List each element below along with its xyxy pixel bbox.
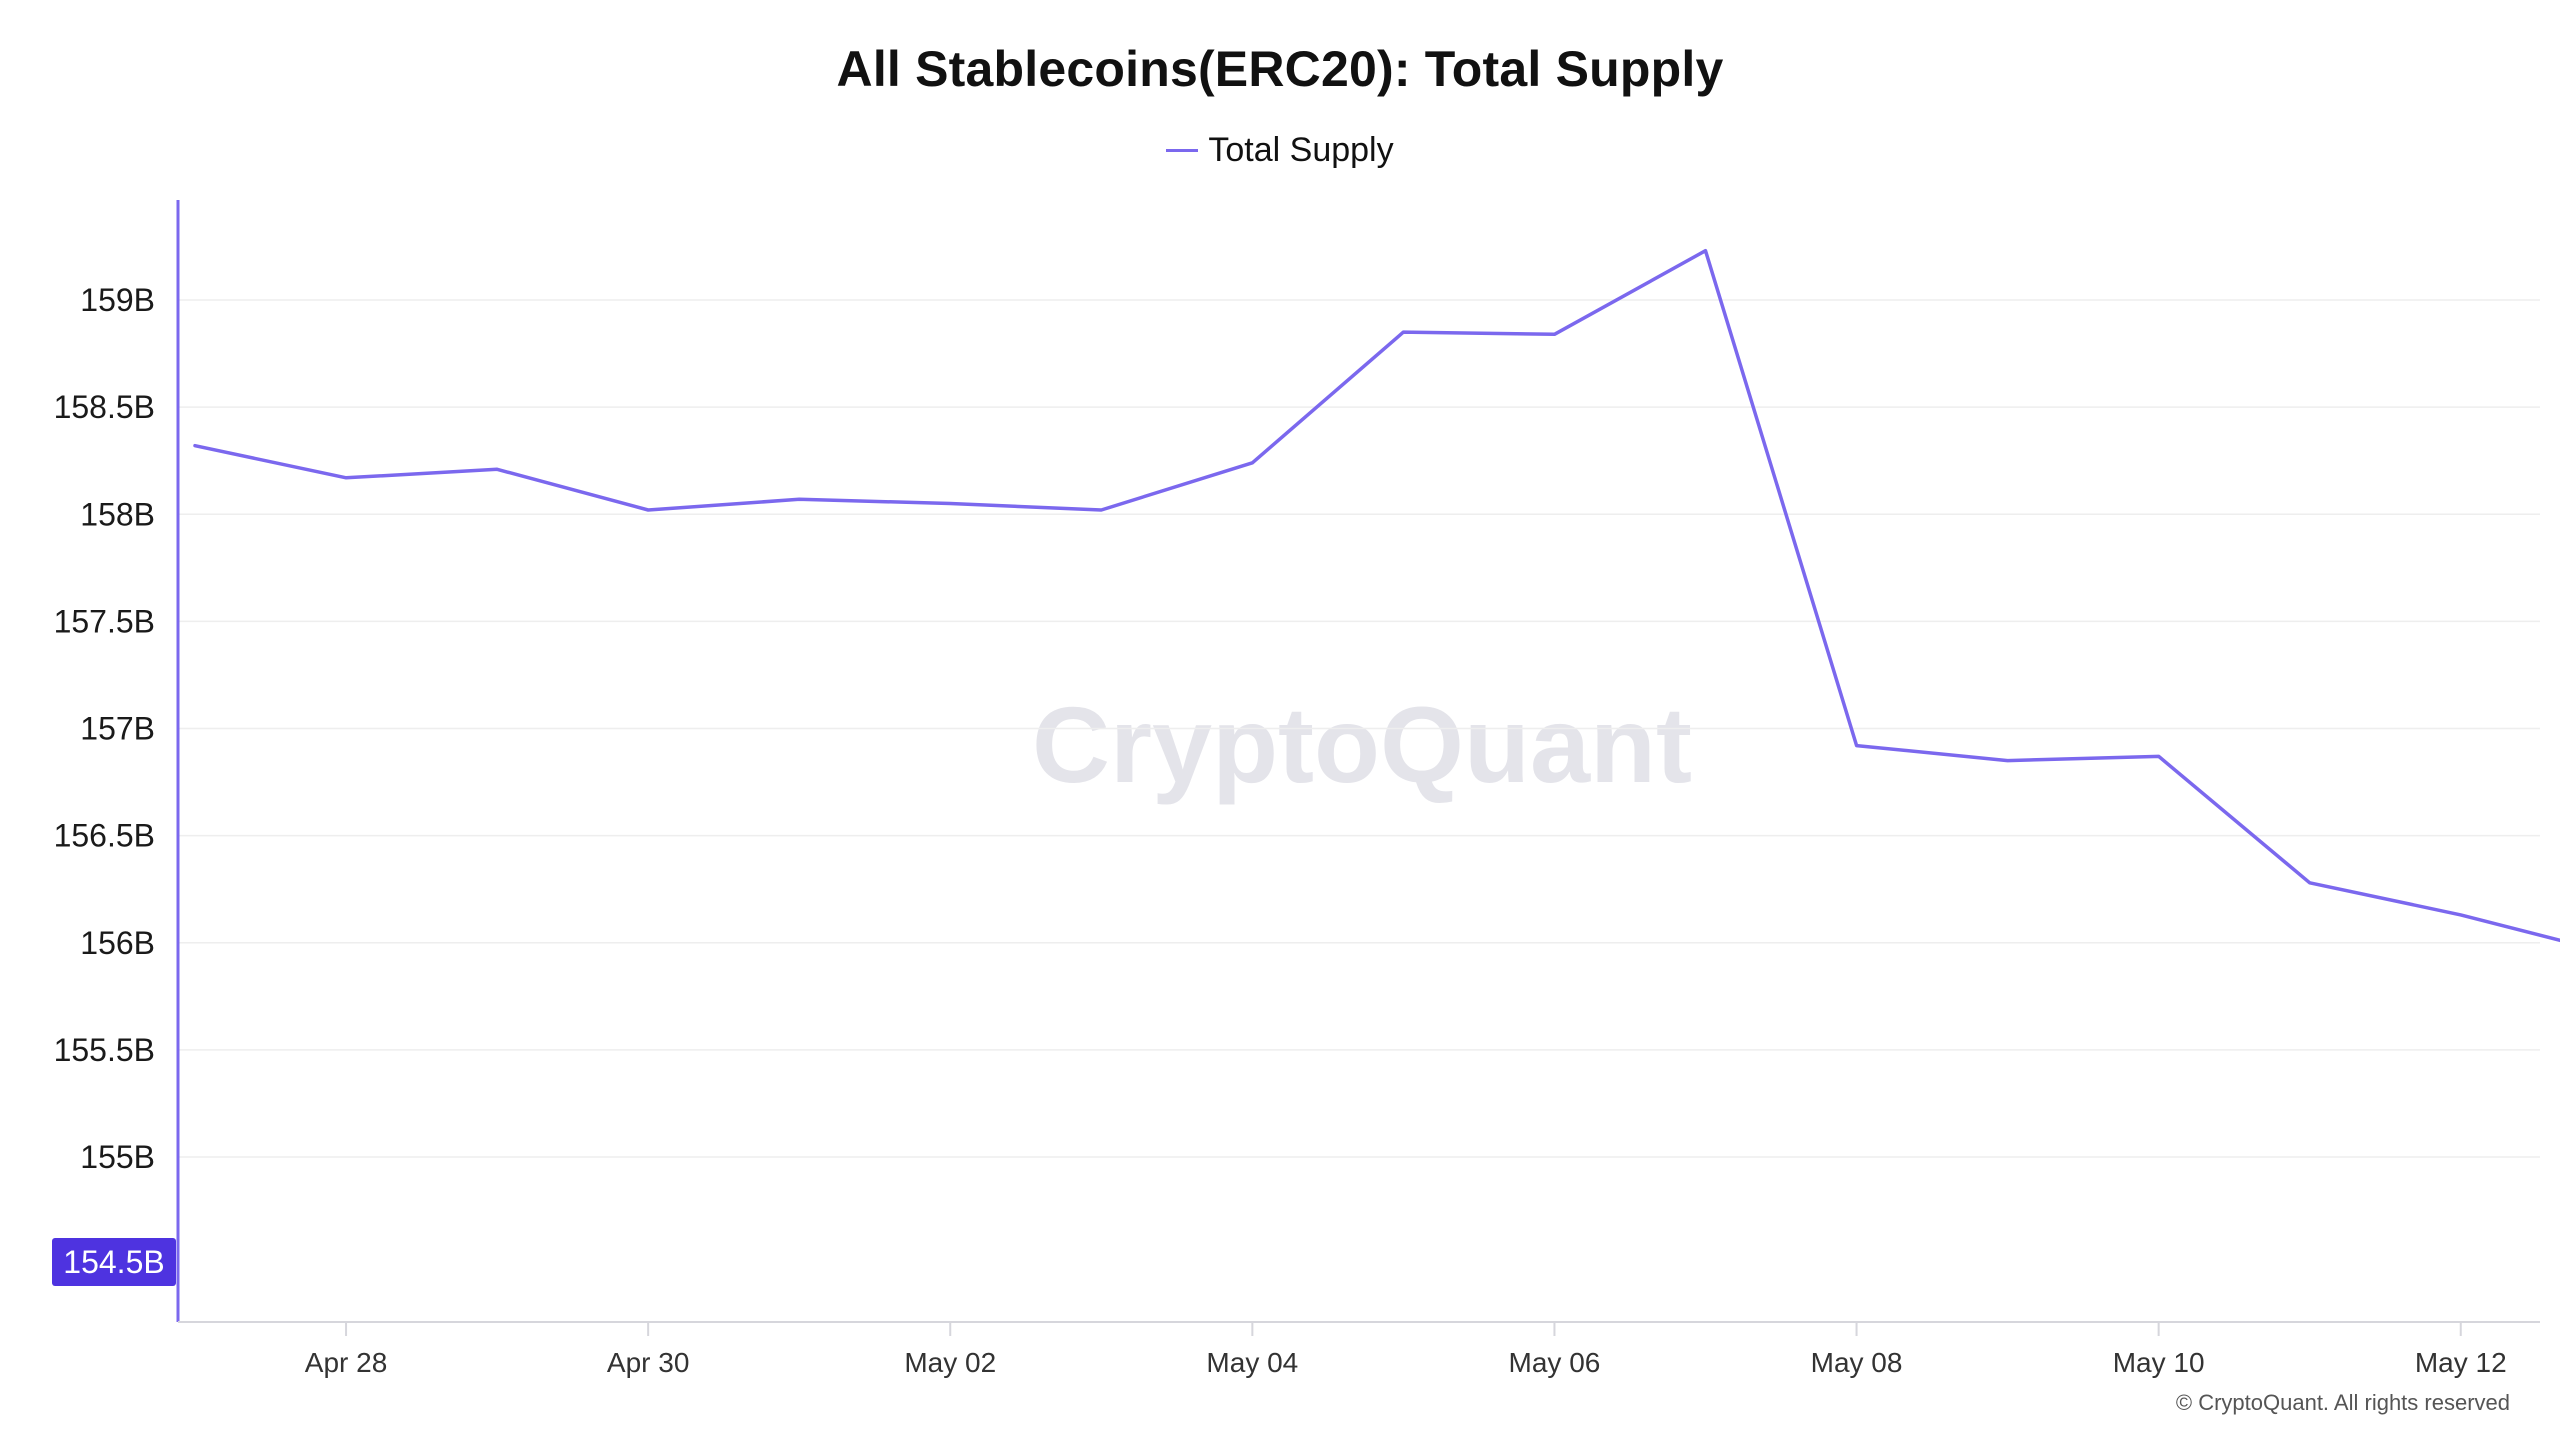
series-line-total-supply[interactable] xyxy=(193,248,2560,1273)
data-point[interactable] xyxy=(2306,879,2314,887)
data-point[interactable] xyxy=(1399,328,1407,336)
data-point[interactable] xyxy=(493,465,501,473)
y-tick-label: 155.5B xyxy=(54,1032,155,1068)
x-tick-label: May 08 xyxy=(1811,1347,1903,1378)
current-value-badge xyxy=(52,1237,176,1286)
data-point[interactable] xyxy=(2457,911,2465,919)
data-point[interactable] xyxy=(2004,757,2012,765)
y-tick-label: 156B xyxy=(80,925,155,961)
y-tick-label: 156.5B xyxy=(54,818,155,854)
copyright-text: © CryptoQuant. All rights reserved xyxy=(2175,1390,2510,1415)
x-tick-label: May 10 xyxy=(2113,1347,2205,1378)
x-tick-label: May 02 xyxy=(904,1347,996,1378)
y-tick-label: 158.5B xyxy=(54,389,155,425)
y-tick-label: 155B xyxy=(80,1139,155,1175)
data-point[interactable] xyxy=(342,474,350,482)
data-point[interactable] xyxy=(644,506,652,514)
legend-swatch-total-supply xyxy=(1166,149,1199,152)
data-point[interactable] xyxy=(1248,459,1256,467)
data-point[interactable] xyxy=(1550,330,1558,338)
y-tick-label: 157.5B xyxy=(54,603,155,639)
y-tick-label: 159B xyxy=(80,282,155,318)
legend-label-total-supply: Total Supply xyxy=(1208,131,1394,169)
data-point[interactable] xyxy=(1853,742,1861,750)
data-point[interactable] xyxy=(2155,752,2163,760)
x-tick-label: Apr 28 xyxy=(305,1347,388,1378)
data-point[interactable] xyxy=(946,500,954,508)
x-tick-label: Apr 30 xyxy=(607,1347,690,1378)
data-point[interactable] xyxy=(1702,247,1710,255)
x-tick-label: May 12 xyxy=(2415,1347,2507,1378)
chart-title: All Stablecoins(ERC20): Total Supply xyxy=(836,41,1724,97)
y-tick-label: 158B xyxy=(80,496,155,532)
y-tick-label: 157B xyxy=(80,711,155,747)
x-tick-label: May 04 xyxy=(1206,1347,1298,1378)
legend[interactable]: Total Supply xyxy=(0,122,2560,170)
watermark-text: CryptoQuant xyxy=(1032,684,1692,805)
current-value-badge-label: 154.5B xyxy=(63,1244,164,1280)
data-point[interactable] xyxy=(795,495,803,503)
data-point[interactable] xyxy=(1097,506,1105,514)
data-point[interactable] xyxy=(191,442,199,450)
x-tick-label: May 06 xyxy=(1509,1347,1601,1378)
